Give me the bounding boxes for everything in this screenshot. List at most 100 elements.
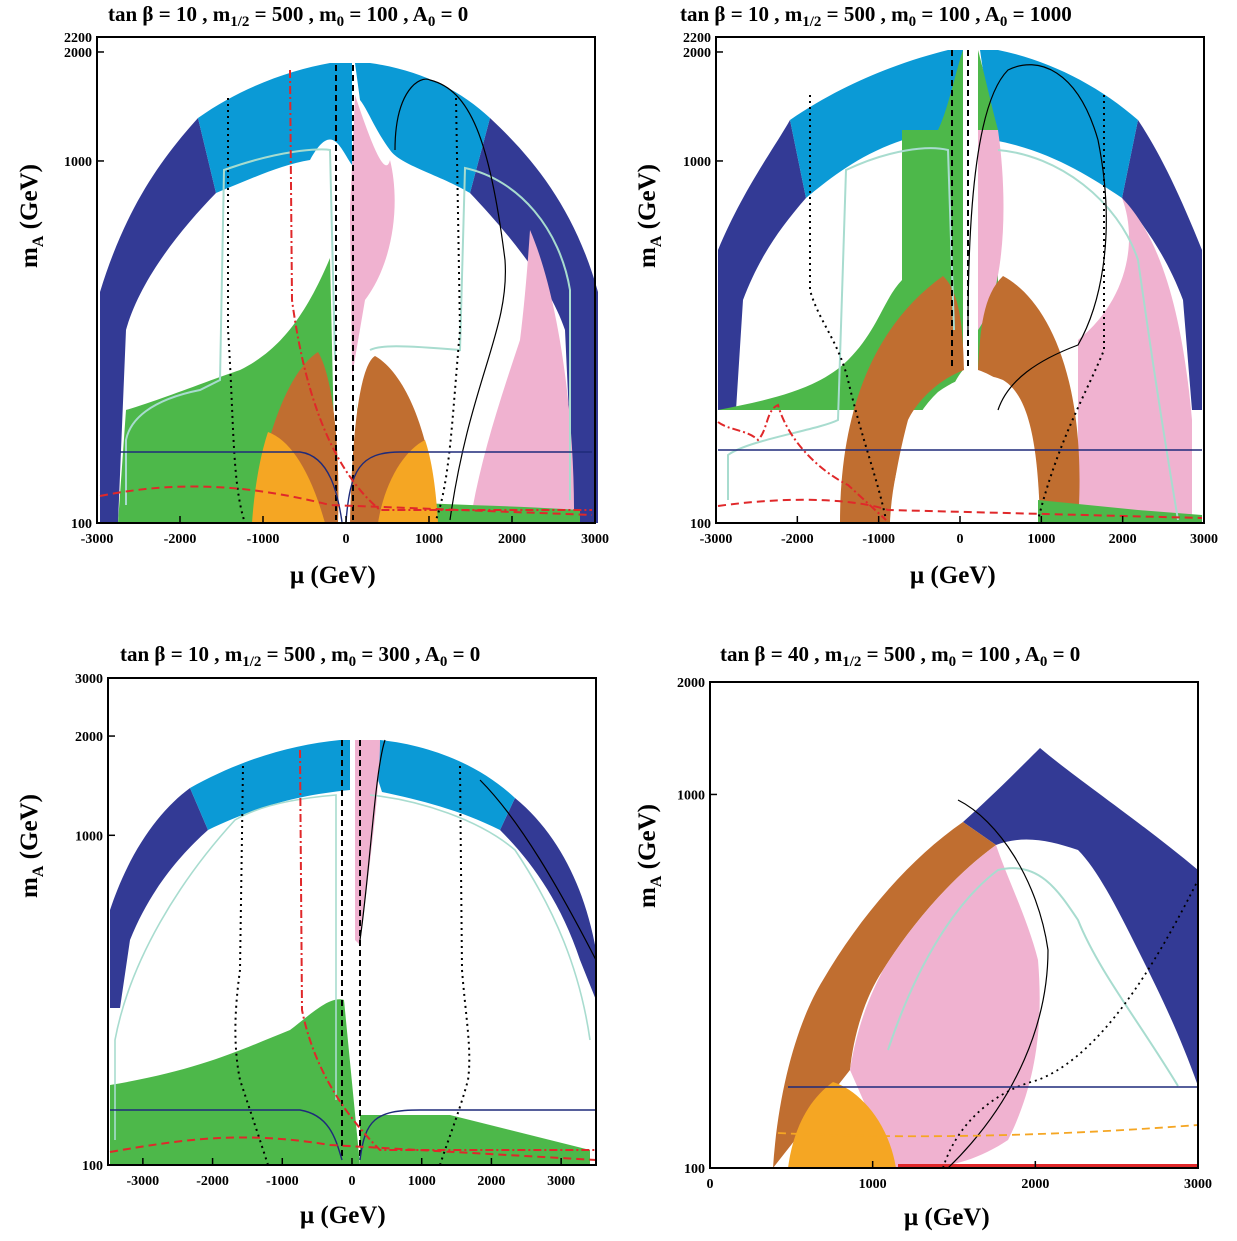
x-axis-label: μ (GeV) bbox=[300, 1202, 386, 1229]
y-tick-label: 100 bbox=[690, 517, 711, 532]
x-tick-label: 1000 bbox=[408, 1174, 436, 1189]
region-green bbox=[110, 999, 360, 1165]
x-tick-label: 0 bbox=[349, 1174, 356, 1189]
region-dark-blue bbox=[100, 118, 216, 523]
chart-panel-2: tan β = 10 , m1/2 = 500 , m0 = 100 , A0 … bbox=[618, 0, 1237, 620]
contour-orange-dashed bbox=[777, 1124, 1199, 1138]
x-tick-label: 0 bbox=[957, 532, 964, 547]
x-tick-label: 0 bbox=[707, 1177, 714, 1192]
region-green bbox=[360, 1115, 590, 1165]
y-axis-label: mA (GeV) bbox=[16, 794, 47, 898]
region-pink bbox=[355, 740, 380, 945]
plot-frame bbox=[709, 681, 1199, 1169]
x-tick-label: -2000 bbox=[164, 532, 197, 547]
y-tick-label: 2200 bbox=[683, 31, 711, 46]
chart-title: tan β = 10 , m1/2 = 500 , m0 = 100 , A0 … bbox=[108, 2, 469, 31]
x-tick-label: 3000 bbox=[547, 1174, 575, 1189]
y-tick-label: 2000 bbox=[75, 730, 103, 745]
y-tick-label: 1000 bbox=[677, 788, 705, 803]
contour-navy bbox=[110, 1109, 343, 1161]
region-brown bbox=[773, 822, 996, 1168]
x-axis-label: μ (GeV) bbox=[910, 562, 996, 589]
x-tick-label: -2000 bbox=[781, 532, 814, 547]
plot-area: 0 1000 2000 3000 100 1000 2000 bbox=[677, 676, 1212, 1192]
region-brown bbox=[978, 276, 1080, 523]
contour-teal bbox=[369, 166, 571, 500]
region-pink bbox=[470, 230, 575, 523]
y-axis-label: mA (GeV) bbox=[16, 164, 47, 268]
region-light-blue bbox=[980, 50, 1138, 198]
contour-red-dashdot bbox=[299, 749, 596, 1151]
axis-ticks: -3000 -2000 -1000 0 1000 2000 3000100100020002… bbox=[64, 31, 609, 547]
x-tick-label: -1000 bbox=[862, 532, 895, 547]
y-axis-label: mA (GeV) bbox=[634, 804, 665, 908]
region-pink bbox=[1078, 198, 1192, 523]
x-tick-label: 0 bbox=[343, 532, 350, 547]
contour-red-dashed bbox=[109, 1136, 597, 1161]
contour-dotted-black bbox=[439, 765, 471, 1166]
contour-solid-black bbox=[967, 64, 1107, 411]
plot-area: -3000 -2000 -1000 0 1000 2000 3000 100 1000 2000 3… bbox=[75, 672, 597, 1189]
contour-dotted-black bbox=[1037, 95, 1105, 521]
x-tick-label: -3000 bbox=[81, 532, 114, 547]
x-tick-label: 3000 bbox=[581, 532, 609, 547]
x-tick-label: -2000 bbox=[196, 1174, 229, 1189]
plot-area: -3000 -2000 -1000 0 1000 2000 3000100100020002… bbox=[64, 31, 609, 547]
contour-teal bbox=[125, 148, 336, 505]
region-light-blue bbox=[198, 63, 352, 193]
contour-dotted-black bbox=[435, 97, 462, 521]
x-tick-label: 2000 bbox=[498, 532, 526, 547]
x-tick-label: -1000 bbox=[266, 1174, 299, 1189]
contour-teal bbox=[997, 149, 1179, 521]
x-tick-label: -1000 bbox=[247, 532, 280, 547]
region-light-blue bbox=[190, 740, 350, 830]
x-tick-label: 2000 bbox=[1109, 532, 1137, 547]
x-tick-label: 1000 bbox=[859, 1177, 887, 1192]
y-tick-label: 2200 bbox=[64, 31, 92, 46]
region-light-blue bbox=[365, 740, 515, 830]
x-tick-label: 2000 bbox=[477, 1174, 505, 1189]
region-brown bbox=[840, 276, 964, 523]
x-axis-label: μ (GeV) bbox=[290, 562, 376, 589]
chart-title: tan β = 10 , m1/2 = 500 , m0 = 100 , A0 … bbox=[680, 2, 1072, 31]
contour-teal bbox=[727, 147, 955, 500]
y-tick-label: 1000 bbox=[64, 155, 92, 170]
chart-title: tan β = 10 , m1/2 = 500 , m0 = 300 , A0 … bbox=[120, 642, 481, 671]
axis-ticks: 0 1000 2000 3000 100 1000 2000 bbox=[677, 676, 1212, 1192]
y-tick-label: 1000 bbox=[75, 829, 103, 844]
region-dark-blue-band bbox=[100, 118, 598, 523]
x-tick-label: 1000 bbox=[1027, 532, 1055, 547]
region-pink bbox=[850, 845, 1040, 1168]
x-tick-label: 2000 bbox=[1021, 1177, 1049, 1192]
region-orange bbox=[378, 440, 438, 523]
contour-solid-black bbox=[394, 78, 507, 521]
region-white-excluded bbox=[890, 375, 1040, 523]
x-tick-label: 3000 bbox=[1190, 532, 1218, 547]
contour-dotted-black bbox=[227, 98, 245, 521]
region-dark-blue bbox=[500, 798, 596, 1000]
y-tick-label: 1000 bbox=[683, 155, 711, 170]
region-dark-blue bbox=[1122, 120, 1202, 410]
contour-red-dashed bbox=[99, 485, 593, 516]
plot-area: -3000 -2000 -1000 0 1000 2000 3000100100020002… bbox=[683, 31, 1218, 547]
chart-panel-3: tan β = 10 , m1/2 = 500 , m0 = 300 , A0 … bbox=[0, 620, 618, 1241]
chart-panel-1: tan β = 10 , m1/2 = 500 , m0 = 100 , A0 … bbox=[0, 0, 618, 620]
region-orange bbox=[788, 1082, 896, 1168]
contour-red-dashdot bbox=[717, 403, 887, 521]
contour-teal bbox=[887, 867, 1179, 1087]
y-axis-label: mA (GeV) bbox=[634, 164, 665, 268]
y-tick-label: 100 bbox=[71, 517, 92, 532]
x-axis-label: μ (GeV) bbox=[904, 1204, 990, 1231]
contour-teal bbox=[369, 794, 591, 1041]
x-tick-label: -3000 bbox=[700, 532, 733, 547]
chart-panel-4: tan β = 40 , m1/2 = 500 , m0 = 100 , A0 … bbox=[618, 620, 1237, 1241]
y-tick-label: 100 bbox=[684, 1162, 705, 1177]
region-dark-blue bbox=[718, 120, 806, 410]
region-dark-blue bbox=[470, 118, 598, 523]
y-tick-label: 3000 bbox=[75, 672, 103, 687]
x-tick-label: 3000 bbox=[1184, 1177, 1212, 1192]
contour-solid-black bbox=[947, 799, 1049, 1169]
y-tick-label: 2000 bbox=[683, 46, 711, 61]
y-tick-label: 2000 bbox=[677, 676, 705, 691]
region-dark-blue bbox=[110, 788, 208, 1008]
